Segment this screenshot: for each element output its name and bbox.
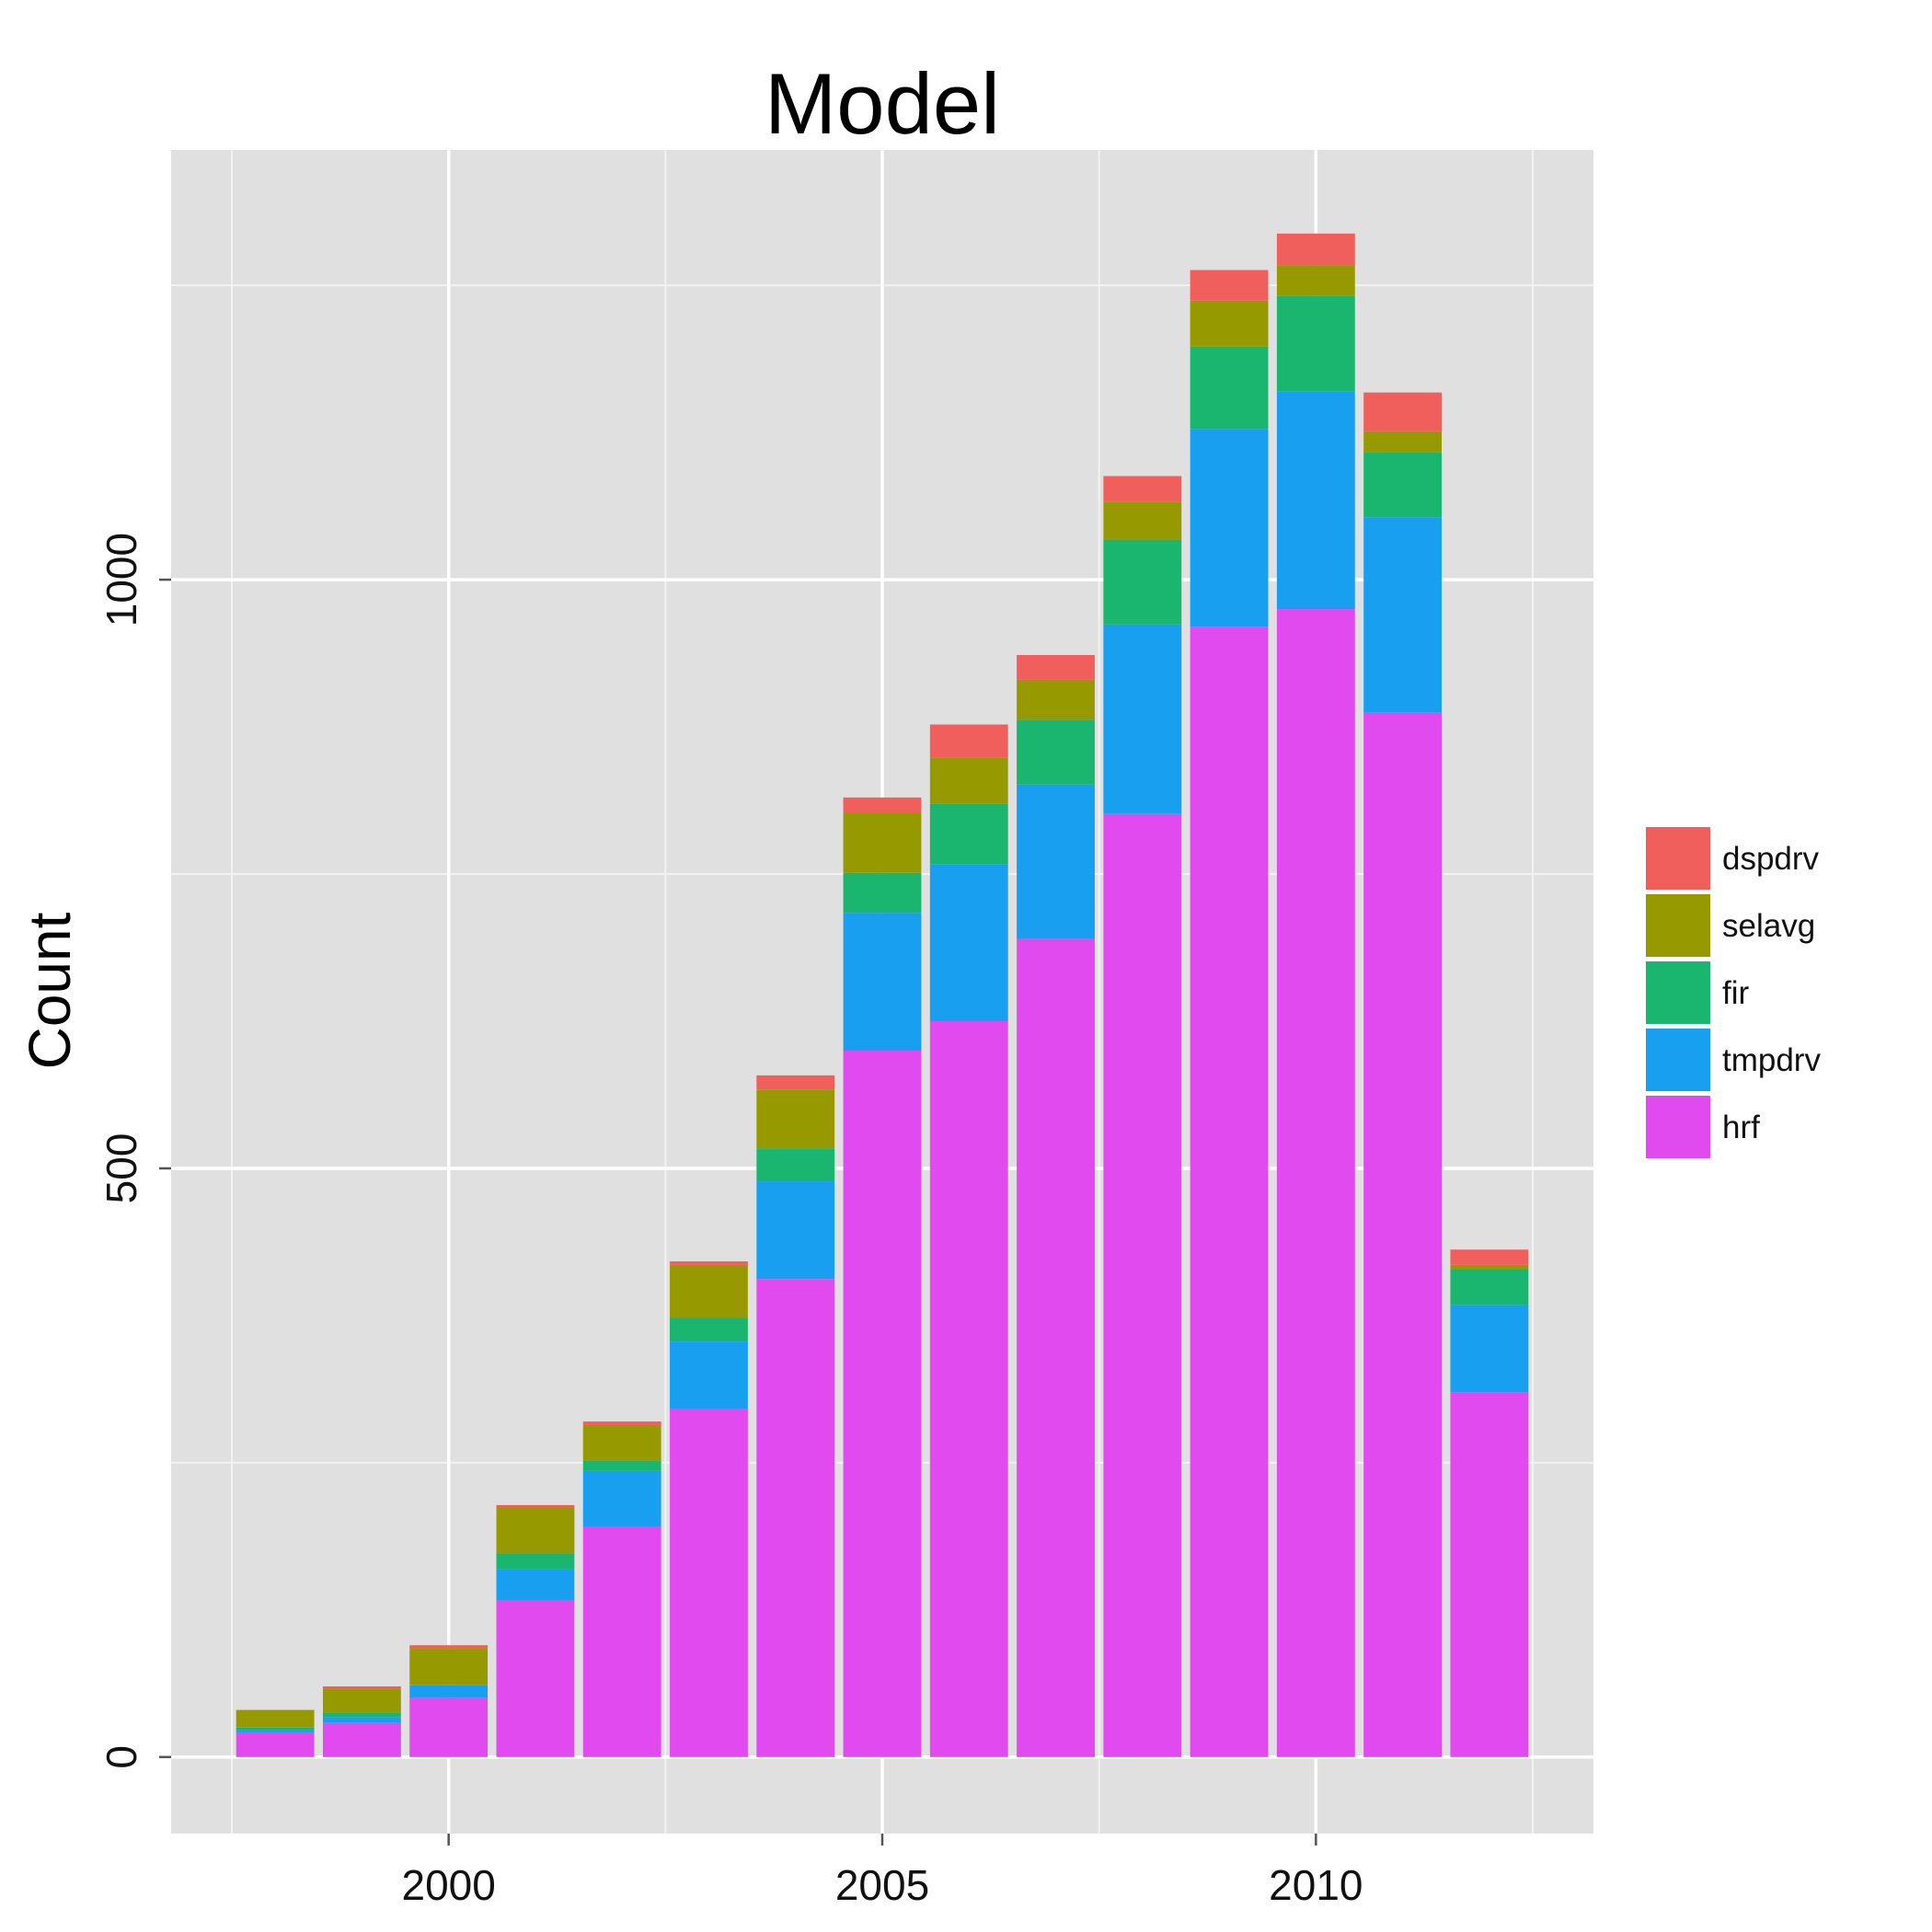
bar-segment-dspdrv-2000 [409,1645,489,1650]
bars [236,233,1529,1757]
chart-title: Model [765,55,1000,152]
bar-segment-dspdrv-2003 [670,1261,748,1265]
legend-key-fir [1644,960,1712,1026]
bar-segment-tmpdrv-2004 [756,1181,835,1280]
x-tick-label: 2000 [401,1861,495,1909]
bar-segment-selavg-2003 [670,1264,748,1318]
legend-key-tmpdrv [1644,1027,1712,1093]
bar-segment-dspdrv-2001 [496,1504,575,1508]
bar-segment-fir-2010 [1276,295,1355,392]
bar-segment-dspdrv-2006 [929,724,1008,758]
bar-segment-dspdrv-2010 [1276,233,1355,266]
bar-segment-hrf-2002 [582,1525,661,1757]
y-tick-label: 500 [98,1133,145,1204]
bar-segment-hrf-1999 [322,1722,401,1757]
legend-label-dspdrv: dspdrv [1722,841,1820,877]
bar-segment-dspdrv-2007 [1017,655,1095,680]
bar-segment-dspdrv-2008 [1103,476,1182,502]
bar-segment-tmpdrv-2002 [582,1470,661,1526]
bar-segment-fir-2002 [582,1460,661,1471]
bar-segment-tmpdrv-2000 [409,1685,489,1698]
bar-segment-tmpdrv-2006 [929,864,1008,1021]
bar-segment-hrf-1998 [236,1731,315,1757]
bar-segment-fir-2007 [1017,719,1095,785]
y-axis: 0 500 1000 [98,533,171,1769]
bar-segment-hrf-2005 [843,1050,922,1757]
legend-label-tmpdrv: tmpdrv [1722,1042,1821,1078]
bar-segment-selavg-2011 [1363,431,1443,453]
bar-segment-selavg-2008 [1103,501,1182,540]
y-axis-label: Count [17,912,83,1069]
bar-segment-hrf-2009 [1190,627,1269,1757]
bar-segment-selavg-1999 [322,1688,401,1713]
bar-segment-selavg-1998 [236,1709,315,1728]
bar-segment-tmpdrv-1998 [236,1730,315,1732]
bar-segment-selavg-2012 [1450,1264,1529,1271]
legend: dspdrv selavg fir tmpdrv hrf [1644,825,1821,1160]
y-tick-label: 0 [98,1745,145,1769]
bar-segment-selavg-2010 [1276,265,1355,296]
bar-segment-selavg-2002 [582,1424,661,1461]
bar-segment-hrf-2008 [1103,813,1182,1757]
bar-segment-dspdrv-1999 [322,1686,401,1689]
bar-segment-hrf-2006 [929,1020,1008,1757]
bar-segment-selavg-2004 [756,1089,835,1149]
bar-segment-tmpdrv-2009 [1190,429,1269,627]
bar-segment-tmpdrv-2005 [843,913,922,1051]
x-tick-label: 2010 [1269,1861,1363,1909]
bar-segment-tmpdrv-2010 [1276,391,1355,610]
bar-segment-fir-2009 [1190,346,1269,430]
x-tick-label: 2005 [835,1861,929,1909]
y-tick-label: 1000 [98,533,145,627]
bar-segment-tmpdrv-1999 [322,1717,401,1723]
bar-segment-tmpdrv-2008 [1103,624,1182,814]
bar-segment-dspdrv-2012 [1450,1249,1529,1265]
bar-segment-dspdrv-2004 [756,1075,835,1090]
bar-segment-hrf-2012 [1450,1392,1529,1757]
bar-segment-tmpdrv-2003 [670,1341,748,1409]
bar-segment-fir-1998 [236,1727,315,1731]
bar-segment-tmpdrv-2011 [1363,517,1443,713]
bar-segment-fir-2011 [1363,452,1443,518]
legend-key-selavg [1644,892,1712,959]
bar-segment-fir-2004 [756,1148,835,1182]
legend-label-fir: fir [1722,975,1750,1011]
bar-segment-selavg-2001 [496,1507,575,1554]
bar-segment-fir-2006 [929,803,1008,865]
bar-segment-tmpdrv-2001 [496,1569,575,1601]
x-axis: 2000 2005 2010 [401,1834,1363,1909]
bar-segment-hrf-2000 [409,1697,489,1757]
bar-segment-selavg-2007 [1017,679,1095,720]
bar-segment-fir-2003 [670,1317,748,1342]
bar-segment-dspdrv-2009 [1190,270,1269,301]
bar-segment-tmpdrv-2012 [1450,1305,1529,1393]
bar-segment-selavg-2005 [843,812,922,873]
bar-segment-hrf-2011 [1363,712,1443,1757]
bar-segment-selavg-2006 [929,757,1008,804]
legend-label-selavg: selavg [1722,908,1815,944]
bar-segment-tmpdrv-2007 [1017,784,1095,939]
legend-label-hrf: hrf [1722,1110,1760,1145]
bar-segment-fir-2005 [843,872,922,914]
bar-segment-hrf-2004 [756,1279,835,1757]
bar-segment-fir-2008 [1103,539,1182,625]
bar-segment-dspdrv-2011 [1363,392,1443,431]
bar-segment-fir-2001 [496,1553,575,1570]
legend-key-hrf [1644,1094,1712,1160]
bar-segment-selavg-2000 [409,1649,489,1685]
bar-segment-hrf-2007 [1017,938,1095,1757]
bar-segment-hrf-2001 [496,1600,575,1757]
bar-segment-dspdrv-2002 [582,1421,661,1425]
bar-segment-hrf-2003 [670,1409,748,1757]
legend-key-dspdrv [1644,825,1712,891]
bar-segment-dspdrv-2005 [843,797,922,813]
bar-segment-fir-2012 [1450,1270,1529,1305]
bar-segment-fir-1999 [322,1712,401,1718]
bar-segment-hrf-2010 [1276,609,1355,1757]
bar-segment-selavg-2009 [1190,300,1269,347]
